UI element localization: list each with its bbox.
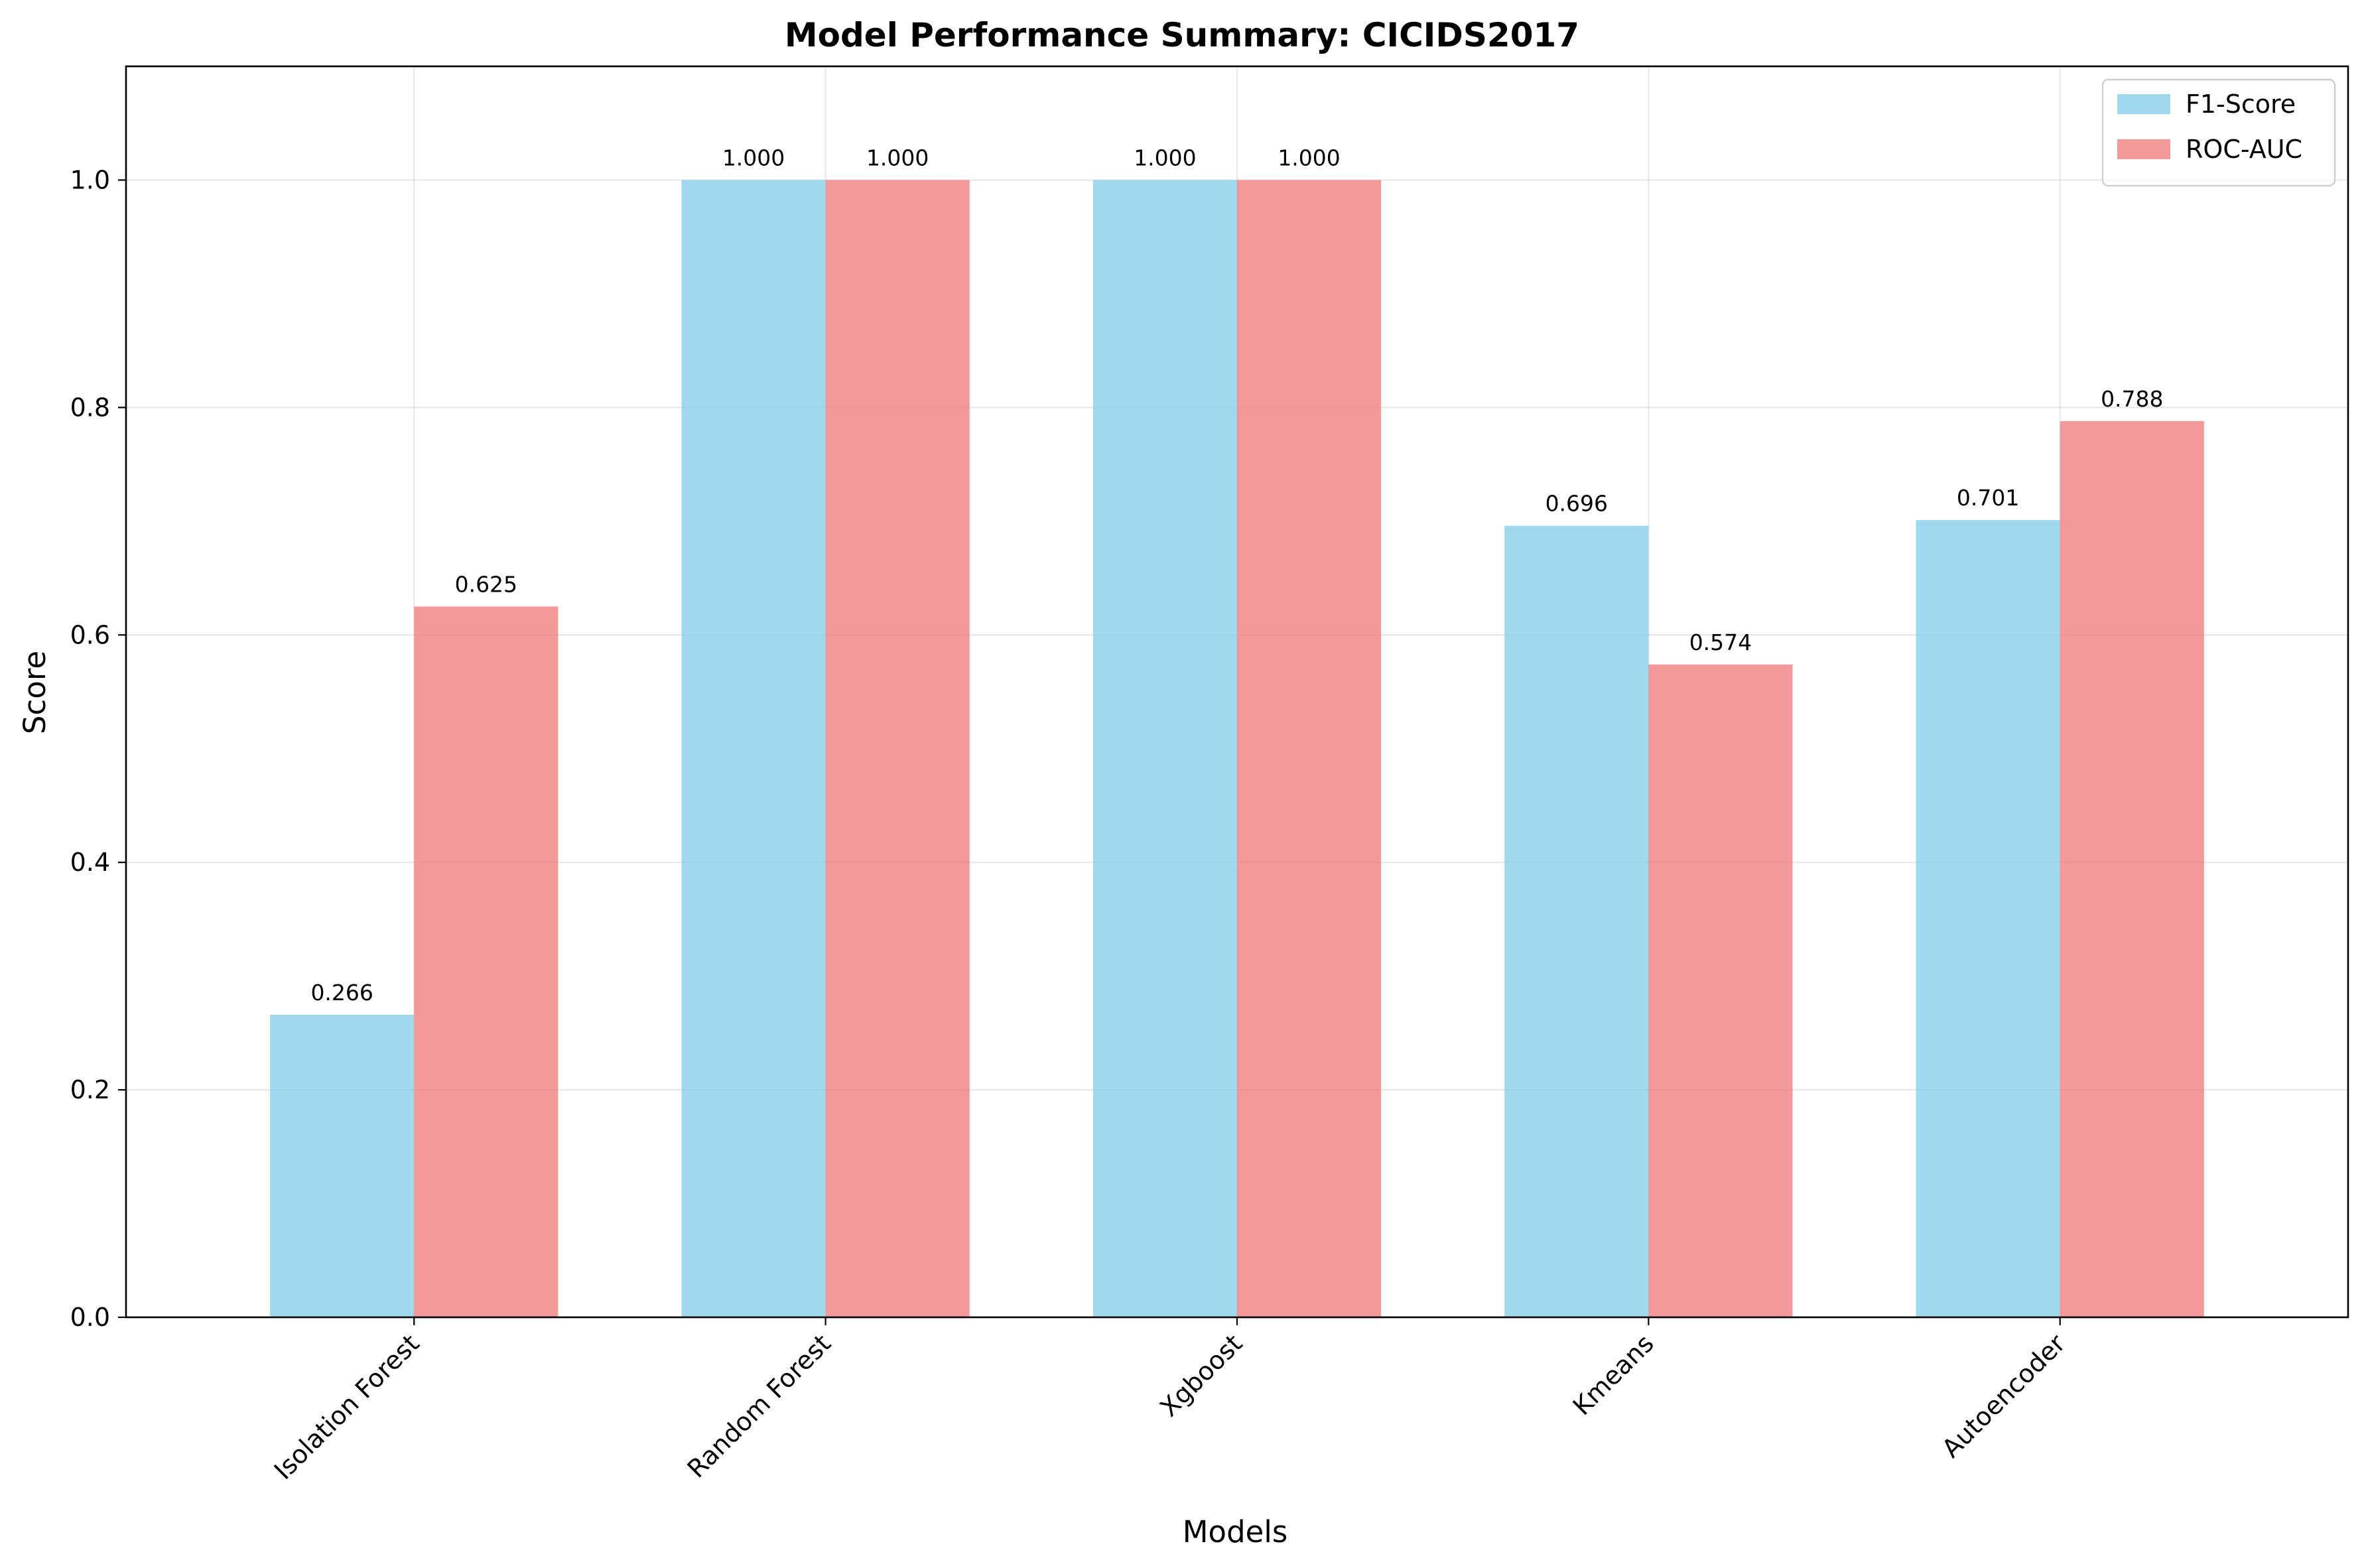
data-label: 0.696 [1545, 491, 1608, 517]
bar-f1-score [1916, 520, 2060, 1317]
bars [270, 180, 2204, 1317]
data-label: 1.000 [1134, 145, 1196, 170]
data-label: 0.266 [310, 980, 373, 1006]
legend-swatch [2117, 139, 2170, 159]
y-tick-label: 0.2 [70, 1075, 110, 1104]
bar-roc-auc [825, 180, 970, 1317]
data-label: 0.625 [455, 571, 517, 597]
bar-roc-auc [2060, 421, 2204, 1317]
bar-f1-score [1092, 180, 1237, 1317]
y-axis-label: Score [17, 651, 52, 734]
y-tick-label: 0.4 [70, 848, 110, 877]
bar-roc-auc [1648, 664, 1793, 1317]
legend-label: ROC-AUC [2186, 135, 2302, 164]
chart-title: Model Performance Summary: CICIDS2017 [785, 16, 1579, 54]
y-tick-label: 0.0 [70, 1303, 110, 1332]
data-labels: 0.266 1.000 1.000 0.696 0.701 0.625 1.000 1.000… [310, 145, 2163, 1005]
bar-roc-auc [1237, 180, 1382, 1317]
legend: F1-Score ROC-AUC [2101, 78, 2336, 187]
data-label: 0.701 [1957, 485, 2019, 511]
bar-roc-auc [414, 606, 558, 1317]
data-label: 0.788 [2101, 386, 2163, 412]
y-tick-label: 0.8 [70, 393, 110, 422]
data-label: 0.574 [1689, 629, 1752, 655]
legend-swatch [2117, 94, 2170, 114]
data-label: 1.000 [866, 145, 929, 170]
bar-f1-score [1504, 525, 1649, 1317]
data-label: 1.000 [722, 145, 785, 170]
x-axis-label: Models [1183, 1514, 1288, 1549]
data-label: 1.000 [1278, 145, 1340, 170]
legend-label: F1-Score [2186, 90, 2296, 119]
y-tick-label: 0.6 [70, 620, 110, 649]
y-tick-label: 1.0 [70, 165, 110, 194]
bar-f1-score [681, 180, 826, 1317]
bar-f1-score [270, 1014, 415, 1317]
